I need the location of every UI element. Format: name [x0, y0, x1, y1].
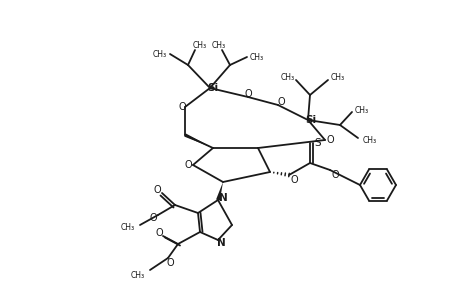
- Text: Si: Si: [207, 83, 218, 93]
- Text: CH₃: CH₃: [249, 52, 263, 62]
- Text: S: S: [314, 138, 321, 148]
- Text: O: O: [330, 170, 338, 180]
- Text: O: O: [153, 185, 161, 195]
- Text: Si: Si: [305, 115, 316, 125]
- Text: CH₃: CH₃: [280, 73, 294, 82]
- Text: N: N: [218, 193, 227, 203]
- Text: CH₃: CH₃: [330, 73, 344, 82]
- Text: CH₃: CH₃: [121, 223, 135, 232]
- Text: O: O: [184, 160, 191, 170]
- Text: O: O: [178, 102, 185, 112]
- Text: CH₃: CH₃: [362, 136, 376, 145]
- Text: O: O: [325, 135, 333, 145]
- Text: CH₃: CH₃: [212, 40, 225, 50]
- Text: O: O: [277, 97, 284, 107]
- Text: O: O: [290, 175, 297, 185]
- Text: CH₃: CH₃: [152, 50, 167, 58]
- Polygon shape: [184, 134, 213, 148]
- Text: O: O: [244, 89, 251, 99]
- Text: N: N: [216, 238, 225, 248]
- Text: O: O: [155, 228, 162, 238]
- Polygon shape: [216, 182, 223, 200]
- Text: CH₃: CH₃: [354, 106, 368, 115]
- Text: O: O: [166, 258, 174, 268]
- Text: O: O: [149, 213, 157, 223]
- Text: CH₃: CH₃: [192, 40, 207, 50]
- Text: CH₃: CH₃: [131, 271, 145, 280]
